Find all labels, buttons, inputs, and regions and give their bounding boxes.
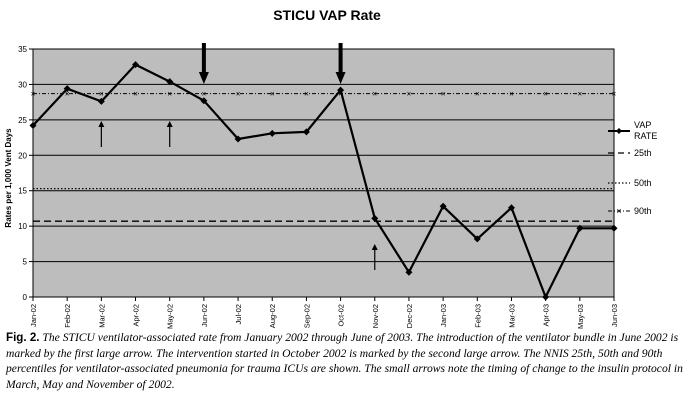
- x-tick-label: Feb-03: [473, 304, 482, 328]
- marker-90th: ×: [441, 90, 446, 99]
- x-tick-label: Jun-02: [200, 304, 209, 327]
- axes: 0 5 10 15 20 25 30 35 Jan-02 Feb-02 Mar-02 Apr-02 Ma…: [18, 45, 619, 329]
- legend-vap-marker: [616, 128, 622, 134]
- small-arrow-head-Nov-02: [371, 244, 378, 250]
- marker-90th: ×: [167, 90, 172, 99]
- figure-caption-text: The STICU ventilator-associated rate fro…: [6, 331, 683, 391]
- x-tick-label: Aug-02: [268, 304, 277, 328]
- figure-caption: Fig. 2. The STICU ventilator-associated …: [6, 330, 686, 392]
- marker-90th: ×: [65, 90, 70, 99]
- point-Oct-02: [337, 86, 345, 94]
- x-tick-label: Feb-02: [63, 304, 72, 328]
- point-May-02: [166, 78, 174, 86]
- x-tick-label: Jan-02: [29, 304, 38, 327]
- marker-90th: ×: [270, 90, 275, 99]
- x-tick-label: Jul-02: [234, 304, 243, 324]
- gridlines: [33, 48, 614, 263]
- marker-90th: ×: [577, 90, 582, 99]
- point-Jun-02: [200, 97, 208, 105]
- point-Apr-02: [132, 61, 140, 69]
- y-tick-label: 25: [18, 116, 27, 125]
- x-tick-label: Apr-03: [542, 304, 551, 327]
- y-tick-label: 15: [18, 187, 27, 196]
- x-tick-label: Jun-03: [610, 304, 619, 327]
- point-Jan-02: [29, 122, 37, 130]
- series-line-vap-rate: [32, 63, 614, 299]
- vap-rate-chart: STICU VAP Rate × × × × × × × × × × × × × × × × × × 0 5 10 15…: [4, 7, 657, 329]
- y-tick-label: 30: [18, 80, 27, 89]
- marker-90th: ×: [612, 90, 617, 99]
- small-arrow-head-May-02: [166, 121, 173, 127]
- x-tick-label: Sep-02: [302, 304, 311, 328]
- legend-25th-label: 25th: [634, 148, 652, 158]
- x-tick-label: May-02: [166, 304, 175, 329]
- legend-90th-marker: ×: [616, 206, 621, 216]
- x-tick-label: Jan-03: [439, 304, 448, 327]
- legend-vap-label-1: VAP: [634, 120, 651, 130]
- legend-50th-label: 50th: [634, 178, 652, 188]
- x-tick-label: Mar-03: [507, 304, 516, 328]
- marker-90th: ×: [475, 90, 480, 99]
- marker-90th: ×: [99, 90, 104, 99]
- percentile-lines: × × × × × × × × × × × × × × × × × ×: [31, 90, 617, 222]
- figure-label: Fig. 2.: [6, 331, 40, 344]
- plot-area: [32, 48, 615, 298]
- marker-90th: ×: [372, 90, 377, 99]
- marker-90th: ×: [407, 90, 412, 99]
- chart-title: STICU VAP Rate: [273, 7, 381, 23]
- y-tick-label: 10: [18, 222, 27, 231]
- small-arrow-head-Mar-02: [98, 121, 105, 127]
- x-tick-label: Dec-02: [405, 304, 414, 328]
- x-tick-label: Apr-02: [132, 304, 141, 327]
- x-tick-label: Oct-02: [337, 304, 346, 327]
- vap-series: [29, 61, 618, 301]
- point-Mar-02: [97, 97, 105, 105]
- point-Sep-02: [302, 128, 310, 136]
- marker-90th: ×: [31, 90, 36, 99]
- y-tick-label: 20: [18, 151, 27, 160]
- point-Jan-03: [439, 202, 447, 210]
- marker-90th: ×: [202, 90, 207, 99]
- point-Aug-02: [268, 129, 276, 137]
- point-Feb-03: [473, 235, 481, 243]
- marker-90th: ×: [304, 90, 309, 99]
- marker-90th: ×: [509, 90, 514, 99]
- legend: VAP RATE 25th 50th × 90th: [608, 120, 657, 216]
- marker-90th: ×: [236, 90, 241, 99]
- large-arrow-head-Oct-02: [335, 72, 346, 84]
- point-Nov-02: [371, 214, 379, 222]
- x-tick-label: May-03: [576, 304, 585, 329]
- point-Jul-02: [234, 135, 242, 143]
- y-axis-label: Rates per 1,000 Vent Days: [4, 128, 13, 228]
- x-tick-label: Mar-02: [97, 304, 106, 328]
- legend-vap-label-2: RATE: [634, 131, 657, 141]
- x-tick-label: Nov-02: [371, 304, 380, 328]
- large-arrow-head-Jun-02: [198, 72, 209, 84]
- point-Jun-03: [610, 224, 618, 232]
- y-tick-label: 35: [18, 45, 27, 54]
- legend-90th-label: 90th: [634, 206, 652, 216]
- marker-90th: ×: [133, 90, 138, 99]
- marker-90th: ×: [543, 90, 548, 99]
- point-May-03: [576, 224, 584, 232]
- point-Mar-03: [507, 204, 515, 212]
- point-Feb-02: [63, 85, 71, 93]
- point-Dec-02: [405, 268, 413, 276]
- y-tick-label: 5: [23, 258, 28, 267]
- y-tick-label: 0: [23, 293, 28, 302]
- intervention-arrows: [98, 43, 378, 270]
